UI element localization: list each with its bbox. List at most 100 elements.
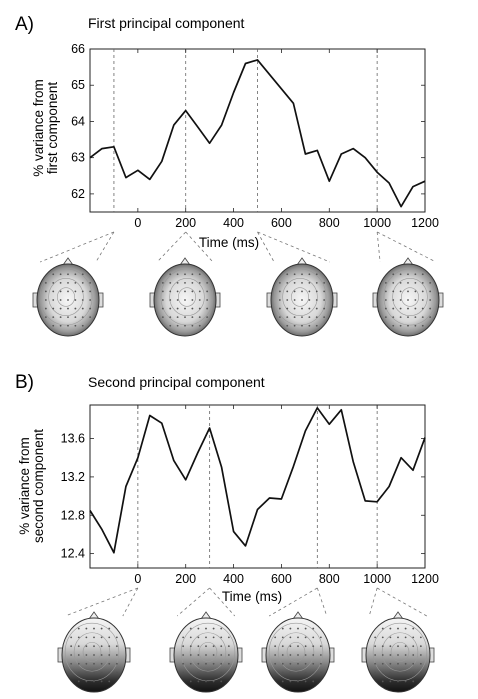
electrode-dot — [399, 290, 402, 293]
electrode-dot — [286, 307, 289, 310]
electrode-dot — [308, 299, 311, 301]
electrode-dot — [89, 307, 92, 310]
electrode-dot — [115, 654, 118, 656]
electrode-dot — [227, 671, 230, 674]
electrode-dot — [389, 627, 392, 630]
nose — [88, 611, 100, 620]
electrode-dot — [212, 627, 215, 630]
electrode-dot — [319, 662, 322, 665]
electrode-dot — [184, 281, 186, 284]
electrode-dot — [274, 662, 277, 665]
contour-line — [390, 642, 410, 662]
electrode-dot — [184, 324, 186, 327]
contour-line — [39, 268, 93, 326]
electrode-dot — [404, 671, 407, 674]
electrode-dot — [198, 281, 201, 284]
electrode-dot — [182, 662, 185, 665]
contour-line — [277, 632, 315, 672]
electrode-dot — [198, 307, 201, 310]
panel-a-xtick-label-6: 1200 — [411, 216, 439, 230]
panel-b-xtick-label-6: 1200 — [411, 572, 439, 586]
electrode-dot — [212, 671, 215, 674]
electrode-dot — [397, 671, 399, 674]
electrode-dot — [74, 307, 77, 310]
electrode-dot — [421, 281, 424, 284]
electrode-dot — [220, 636, 223, 639]
electrode-dot — [44, 281, 47, 284]
electrode-dot — [397, 645, 399, 648]
electrode-dot — [312, 654, 315, 656]
electrode-dot — [304, 662, 307, 665]
electrode-dot — [407, 290, 409, 293]
panel-b-plot-frame — [89, 404, 426, 569]
electrode-dot — [59, 281, 62, 284]
electrode-dot — [315, 281, 318, 284]
nose — [296, 257, 308, 266]
panel-b-series-line — [89, 407, 426, 554]
panel-b-topomaps — [57, 611, 435, 693]
electrode-dot — [205, 627, 207, 630]
electrode-dot — [389, 654, 392, 656]
electrode-dot — [412, 654, 415, 656]
electrode-dot — [206, 299, 209, 301]
electrode-dot — [176, 316, 179, 319]
electrode-dot — [52, 307, 55, 310]
panel-a-ylabel-line2: first component — [45, 82, 60, 175]
electrode-dot — [301, 324, 303, 327]
electrode-dot — [414, 316, 417, 319]
panel-a-xtick-label-2: 400 — [223, 216, 244, 230]
electrode-dot — [191, 290, 194, 293]
electrode-dot — [182, 645, 185, 648]
electrode-dot — [191, 273, 194, 276]
electrode-dot — [161, 316, 164, 319]
electrode-dot — [108, 671, 111, 674]
electrode-dot — [421, 316, 424, 319]
electrode-dot — [93, 645, 95, 648]
electrode-dot — [108, 680, 111, 683]
electrode-dot — [198, 290, 201, 293]
panel-b-ytick-label-3: 13.6 — [61, 432, 85, 446]
electrode-dot — [227, 654, 230, 656]
electrode-dot — [212, 680, 215, 683]
panel-a-series-line — [89, 59, 426, 208]
electrode-dot — [399, 324, 402, 327]
panel-b-topomap-connectors — [65, 587, 427, 617]
electrode-dot — [59, 324, 62, 327]
nose — [292, 611, 304, 620]
electrode-dot — [281, 671, 284, 674]
electrode-dot — [205, 645, 207, 648]
electrode-dot — [89, 290, 92, 293]
electrode-dot — [189, 627, 192, 630]
electrode-dot — [198, 316, 201, 319]
electrode-dot — [419, 671, 422, 674]
electrode-dot — [70, 636, 73, 639]
electrode-dot — [397, 662, 399, 665]
electrode-dot — [115, 645, 118, 648]
electrode-dot — [93, 654, 95, 656]
electrode-dot — [412, 636, 415, 639]
panel-b-xtick-label-2: 400 — [223, 572, 244, 586]
electrode-dot — [100, 645, 103, 648]
panel-b-topomap-0 — [57, 611, 131, 693]
electrode-dot — [293, 324, 296, 327]
panel-a-letter: A) — [15, 14, 34, 35]
electrode-dot — [52, 299, 55, 301]
electrode-dot — [389, 662, 392, 665]
electrode-dot — [308, 273, 311, 276]
electrode-dot — [212, 654, 215, 656]
electrode-dot — [169, 299, 172, 301]
electrode-dot — [289, 645, 292, 648]
contour-line — [48, 277, 84, 317]
electrode-dot — [281, 636, 284, 639]
electrode-dot — [301, 290, 303, 293]
panel-b-xtick-label-4: 800 — [319, 572, 340, 586]
electrode-dot — [419, 654, 422, 656]
electrode-dot — [85, 662, 88, 665]
contour-line — [392, 277, 428, 317]
electrode-dot — [407, 273, 409, 276]
electrode-dot — [414, 281, 417, 284]
electrode-dot — [304, 645, 307, 648]
electrode-dot — [429, 290, 432, 293]
electrode-dot — [44, 299, 47, 301]
contour-line — [189, 632, 227, 672]
